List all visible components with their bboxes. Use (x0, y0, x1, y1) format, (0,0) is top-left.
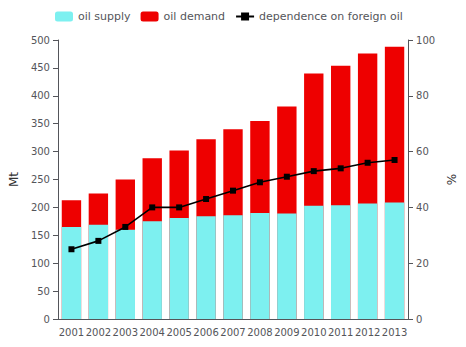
svg-text:oil supply: oil supply (78, 10, 131, 23)
svg-text:150: 150 (31, 230, 50, 241)
svg-text:500: 500 (31, 35, 50, 46)
svg-text:2005: 2005 (166, 327, 191, 338)
svg-text:50: 50 (37, 286, 50, 297)
svg-text:dependence on foreign oil: dependence on foreign oil (259, 10, 403, 23)
svg-text:2003: 2003 (113, 327, 138, 338)
svg-text:200: 200 (31, 202, 50, 213)
svg-text:2009: 2009 (274, 327, 299, 338)
svg-text:2007: 2007 (220, 327, 245, 338)
svg-text:2010: 2010 (301, 327, 326, 338)
svg-text:%: % (445, 174, 459, 185)
svg-text:2004: 2004 (139, 327, 164, 338)
svg-text:0: 0 (44, 314, 50, 325)
svg-text:2002: 2002 (86, 327, 111, 338)
svg-text:2001: 2001 (59, 327, 84, 338)
svg-text:400: 400 (31, 90, 50, 101)
svg-text:20: 20 (416, 258, 429, 269)
svg-text:Mt: Mt (7, 172, 21, 187)
svg-text:2012: 2012 (355, 327, 380, 338)
svg-text:60: 60 (416, 146, 429, 157)
svg-text:300: 300 (31, 146, 50, 157)
svg-text:350: 350 (31, 118, 50, 129)
svg-text:100: 100 (31, 258, 50, 269)
svg-text:450: 450 (31, 62, 50, 73)
svg-text:oil demand: oil demand (164, 10, 226, 23)
svg-text:0: 0 (416, 314, 422, 325)
svg-text:2013: 2013 (382, 327, 407, 338)
svg-text:80: 80 (416, 90, 429, 101)
svg-text:2008: 2008 (247, 327, 272, 338)
svg-text:2011: 2011 (328, 327, 353, 338)
svg-text:100: 100 (416, 35, 435, 46)
svg-text:250: 250 (31, 174, 50, 185)
svg-text:2006: 2006 (193, 327, 218, 338)
svg-text:40: 40 (416, 202, 429, 213)
